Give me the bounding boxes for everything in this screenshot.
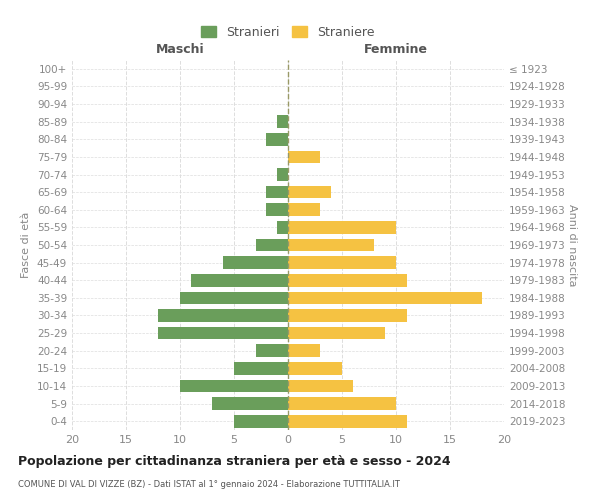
Bar (158, 327, 288, 340)
Text: COMUNE DI VAL DI VIZZE (BZ) - Dati ISTAT al 1° gennaio 2024 - Elaborazione TUTTI: COMUNE DI VAL DI VIZZE (BZ) - Dati ISTAT… (18, 480, 400, 489)
Bar (266, 133, 288, 145)
Bar (288, 274, 407, 286)
Text: Popolazione per cittadinanza straniera per età e sesso - 2024: Popolazione per cittadinanza straniera p… (18, 455, 451, 468)
Text: Femmine: Femmine (364, 44, 428, 57)
Bar (180, 380, 288, 392)
Bar (288, 344, 320, 357)
Bar (212, 397, 288, 410)
Bar (288, 397, 396, 410)
Text: Maschi: Maschi (155, 44, 205, 57)
Bar (288, 309, 407, 322)
Bar (256, 238, 288, 252)
Bar (288, 221, 396, 234)
Bar (288, 204, 320, 216)
Bar (288, 415, 407, 428)
Bar (191, 274, 288, 286)
Bar (223, 256, 288, 269)
Bar (288, 256, 396, 269)
Bar (277, 116, 288, 128)
Bar (288, 238, 374, 252)
Bar (266, 186, 288, 198)
Legend: Stranieri, Straniere: Stranieri, Straniere (197, 22, 379, 42)
Bar (234, 415, 288, 428)
Bar (256, 344, 288, 357)
Bar (288, 292, 482, 304)
Y-axis label: Fasce di età: Fasce di età (22, 212, 31, 278)
Bar (288, 380, 353, 392)
Bar (277, 168, 288, 181)
Bar (288, 362, 342, 374)
Bar (158, 309, 288, 322)
Bar (234, 362, 288, 374)
Bar (288, 186, 331, 198)
Y-axis label: Anni di nascita: Anni di nascita (567, 204, 577, 286)
Bar (277, 221, 288, 234)
Bar (288, 327, 385, 340)
Bar (288, 150, 320, 163)
Bar (266, 204, 288, 216)
Bar (180, 292, 288, 304)
